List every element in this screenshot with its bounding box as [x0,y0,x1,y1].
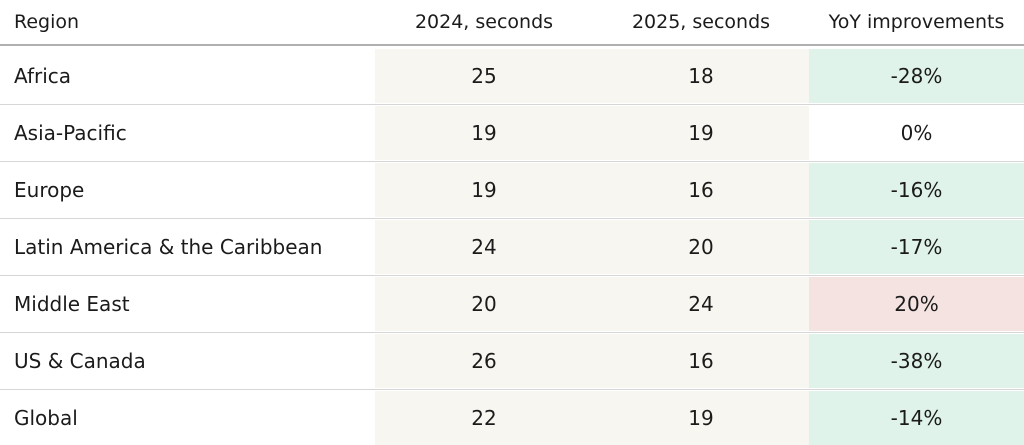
yoy-cell: 0% [809,106,1024,160]
region-cell: Middle East [0,277,375,331]
region-cell: Global [0,391,375,445]
value-2025-cell: 19 [593,106,809,160]
table-row: US & Canada 26 16 -38% [0,334,1024,388]
value-2025-cell: 19 [593,391,809,445]
value-2025-cell: 16 [593,163,809,217]
yoy-cell: -16% [809,163,1024,217]
row-divider [0,388,1024,391]
value-2024-cell: 20 [375,277,593,331]
table-row: Latin America & the Caribbean 24 20 -17% [0,220,1024,274]
table-row: Africa 25 18 -28% [0,49,1024,103]
row-divider [0,160,1024,163]
column-header-2025: 2025, seconds [631,11,771,33]
header-row: Region 2024, seconds 2025, seconds YoY i… [0,0,1024,46]
value-2024-cell: 26 [375,334,593,388]
row-divider [0,217,1024,220]
table-row: Asia-Pacific 19 19 0% [0,106,1024,160]
row-divider [0,274,1024,277]
yoy-cell: -14% [809,391,1024,445]
table-row: Global 22 19 -14% [0,391,1024,445]
header-gap [0,46,1024,49]
value-2025-cell: 24 [593,277,809,331]
column-header-region: Region [14,11,80,33]
yoy-cell: -17% [809,220,1024,274]
region-cell: Asia-Pacific [0,106,375,160]
region-cell: Europe [0,163,375,217]
value-2024-cell: 19 [375,163,593,217]
yoy-cell: 20% [809,277,1024,331]
region-cell: US & Canada [0,334,375,388]
value-2024-cell: 19 [375,106,593,160]
region-cell: Latin America & the Caribbean [0,220,375,274]
table-body: Africa 25 18 -28% Asia-Pacific 19 19 0% … [0,49,1024,445]
row-divider [0,331,1024,334]
value-2025-cell: 16 [593,334,809,388]
row-divider [0,103,1024,106]
column-header-2024: 2024, seconds [414,11,554,33]
region-cell: Africa [0,49,375,103]
value-2025-cell: 18 [593,49,809,103]
table-row: Middle East 20 24 20% [0,277,1024,331]
value-2024-cell: 22 [375,391,593,445]
value-2024-cell: 25 [375,49,593,103]
table-row: Europe 19 16 -16% [0,163,1024,217]
value-2024-cell: 24 [375,220,593,274]
yoy-cell: -28% [809,49,1024,103]
yoy-cell: -38% [809,334,1024,388]
value-2025-cell: 20 [593,220,809,274]
column-header-yoy: YoY improvements [828,11,1005,33]
